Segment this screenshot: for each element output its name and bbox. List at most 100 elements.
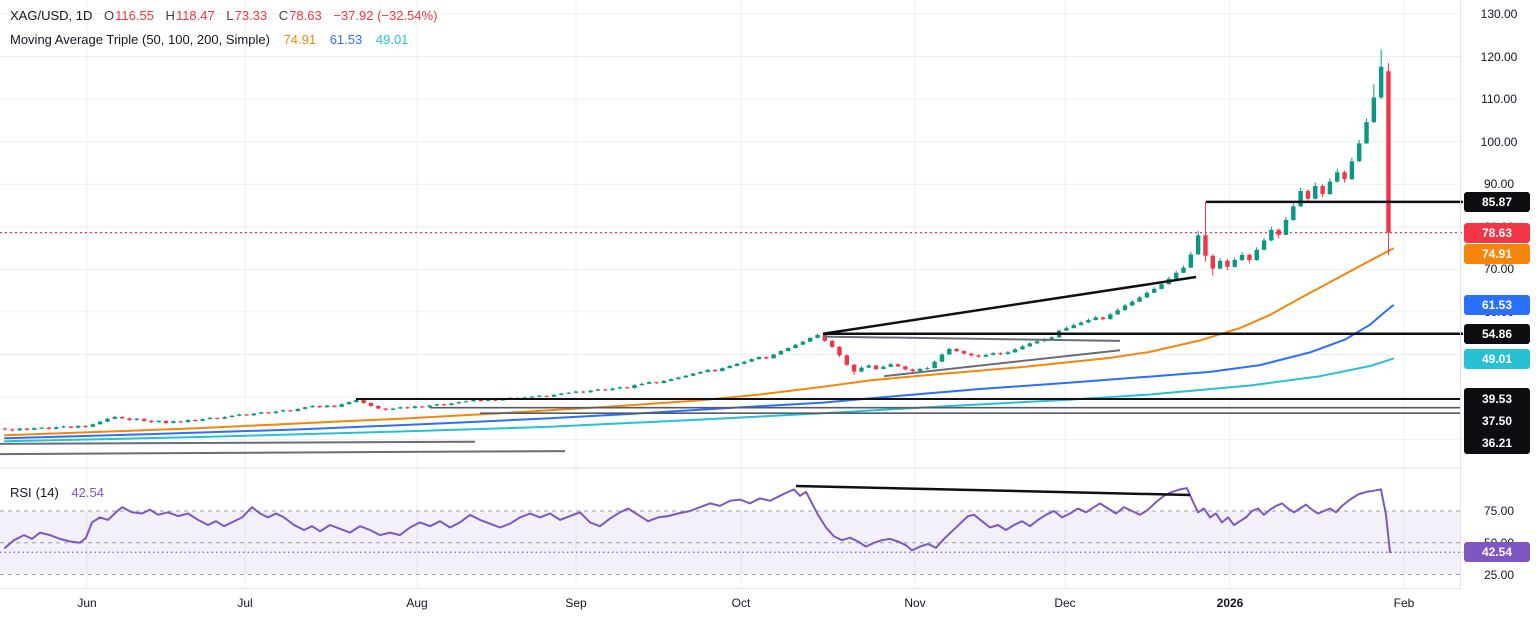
candle-body — [1232, 259, 1237, 267]
price-axis-label: 130.00 — [1480, 7, 1518, 21]
candle-body — [1108, 314, 1113, 320]
time-axis-label[interactable]: Jul — [237, 596, 253, 610]
trendline[interactable] — [822, 335, 1121, 342]
candle-body — [478, 400, 483, 402]
candle-body — [1320, 185, 1325, 195]
candle-body — [1291, 206, 1296, 220]
rsi-period: (14) — [35, 485, 59, 500]
trendline[interactable] — [883, 349, 1121, 378]
price-axis[interactable]: 130.00120.00110.00100.0090.0080.0070.006… — [1460, 0, 1536, 588]
candle-body — [119, 417, 125, 419]
candle-body — [1122, 305, 1128, 311]
candle-body — [449, 403, 454, 406]
candle-body — [617, 387, 623, 389]
candle-body — [595, 389, 601, 391]
candle-body — [917, 368, 923, 372]
candle-body — [493, 399, 498, 401]
rsi-legend[interactable]: RSI (14) 42.54 — [10, 485, 104, 500]
price-axis-label: 110.00 — [1481, 92, 1517, 107]
candle-body — [1247, 254, 1252, 260]
candle-body — [778, 351, 784, 355]
trendline[interactable] — [0, 440, 476, 445]
candle-body — [690, 373, 696, 376]
candle-body — [815, 334, 820, 338]
time-axis-label[interactable]: Aug — [406, 596, 428, 610]
trendline[interactable] — [0, 450, 566, 456]
candle-body — [786, 348, 791, 352]
candle-body — [903, 366, 908, 370]
candle-body — [222, 417, 227, 419]
change-value: −37.92 (−32.54%) — [333, 8, 438, 23]
candle-body — [544, 395, 549, 397]
time-axis-label[interactable]: Dec — [1054, 596, 1076, 610]
candle-body — [193, 420, 198, 422]
candle-body — [588, 390, 593, 393]
candle-body — [698, 371, 703, 374]
price-badge: 85.87 — [1464, 191, 1530, 212]
candle-body — [1034, 341, 1040, 344]
candle-body — [551, 394, 557, 397]
candle-body — [808, 337, 813, 342]
ma-legend[interactable]: Moving Average Triple (50, 100, 200, Sim… — [10, 32, 408, 47]
candle-body — [712, 369, 718, 372]
candle-body — [463, 401, 469, 403]
candle-body — [932, 361, 937, 369]
time-axis-label[interactable]: Oct — [731, 596, 751, 610]
candle-body — [1349, 161, 1355, 180]
candle-body — [1386, 71, 1391, 233]
candle-body — [368, 402, 374, 406]
candle-body — [185, 420, 191, 423]
candle-body — [661, 380, 666, 383]
ma200-line[interactable] — [4, 357, 1394, 443]
candle-body — [1225, 260, 1230, 267]
candle-body — [1203, 235, 1208, 256]
symbol-name: XAG/USD — [10, 8, 69, 23]
candle-body — [844, 355, 849, 365]
time-axis-label[interactable]: Jun — [77, 596, 97, 610]
trendline[interactable] — [822, 275, 1197, 336]
time-axis-label[interactable]: Nov — [904, 596, 926, 610]
ma100-line[interactable] — [4, 304, 1394, 440]
candle-body — [24, 428, 30, 430]
candle-body — [1283, 219, 1289, 235]
candle-body — [420, 406, 425, 408]
candle-body — [178, 421, 183, 423]
candle-body — [705, 369, 710, 372]
candle-body — [537, 395, 542, 397]
candle-body — [229, 415, 235, 418]
candle-body — [559, 393, 564, 395]
candle-body — [888, 364, 893, 367]
candle-body — [910, 369, 915, 372]
candle-body — [800, 341, 806, 345]
price-axis-label: 120.00 — [1480, 49, 1518, 64]
ma50-line[interactable] — [4, 247, 1394, 437]
candle-body — [851, 364, 857, 372]
rsi-trendline[interactable] — [795, 484, 1191, 497]
candle-body — [46, 427, 52, 429]
candle-body — [881, 366, 886, 369]
symbol-legend[interactable]: XAG/USD, 1D O116.55 H118.47 L73.33 C78.6… — [10, 8, 437, 23]
rsi-line[interactable] — [4, 487, 1391, 554]
candle-body — [837, 346, 842, 356]
time-axis-label[interactable]: Feb — [1393, 596, 1415, 610]
time-axis[interactable]: Jun Jul Aug Sep Oct Nov Dec 2026 Feb — [0, 588, 1461, 622]
price-badge: 61.53 — [1464, 295, 1530, 316]
candle-body — [1261, 240, 1267, 250]
candle-body — [215, 417, 220, 419]
candle-body — [1012, 349, 1018, 353]
candle-body — [1093, 317, 1098, 321]
candle-body — [822, 334, 828, 341]
candle-body — [405, 407, 410, 409]
candle-body — [1195, 235, 1201, 255]
candle-body — [1335, 172, 1340, 182]
low-label: L — [226, 8, 234, 23]
price-badge: 54.86 — [1464, 323, 1530, 344]
candle-body — [1130, 301, 1135, 306]
time-axis-label[interactable]: 2026 — [1216, 596, 1244, 610]
time-axis-label[interactable]: Sep — [565, 596, 587, 610]
candle-body — [991, 353, 996, 355]
candle-body — [654, 382, 659, 384]
ma50-value: 74.91 — [283, 32, 317, 47]
candle-body — [68, 426, 74, 428]
